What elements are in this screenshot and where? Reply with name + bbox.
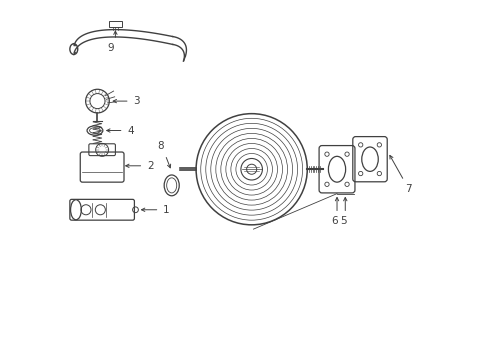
Text: 4: 4 — [127, 126, 134, 135]
Text: 7: 7 — [405, 184, 411, 194]
Bar — [109, 22, 122, 27]
Text: 2: 2 — [147, 161, 153, 171]
Text: 8: 8 — [157, 141, 164, 151]
Text: 9: 9 — [107, 43, 114, 53]
Text: 1: 1 — [163, 205, 169, 215]
Text: 3: 3 — [133, 96, 140, 106]
Text: 5: 5 — [340, 216, 346, 226]
Text: 6: 6 — [330, 216, 337, 226]
